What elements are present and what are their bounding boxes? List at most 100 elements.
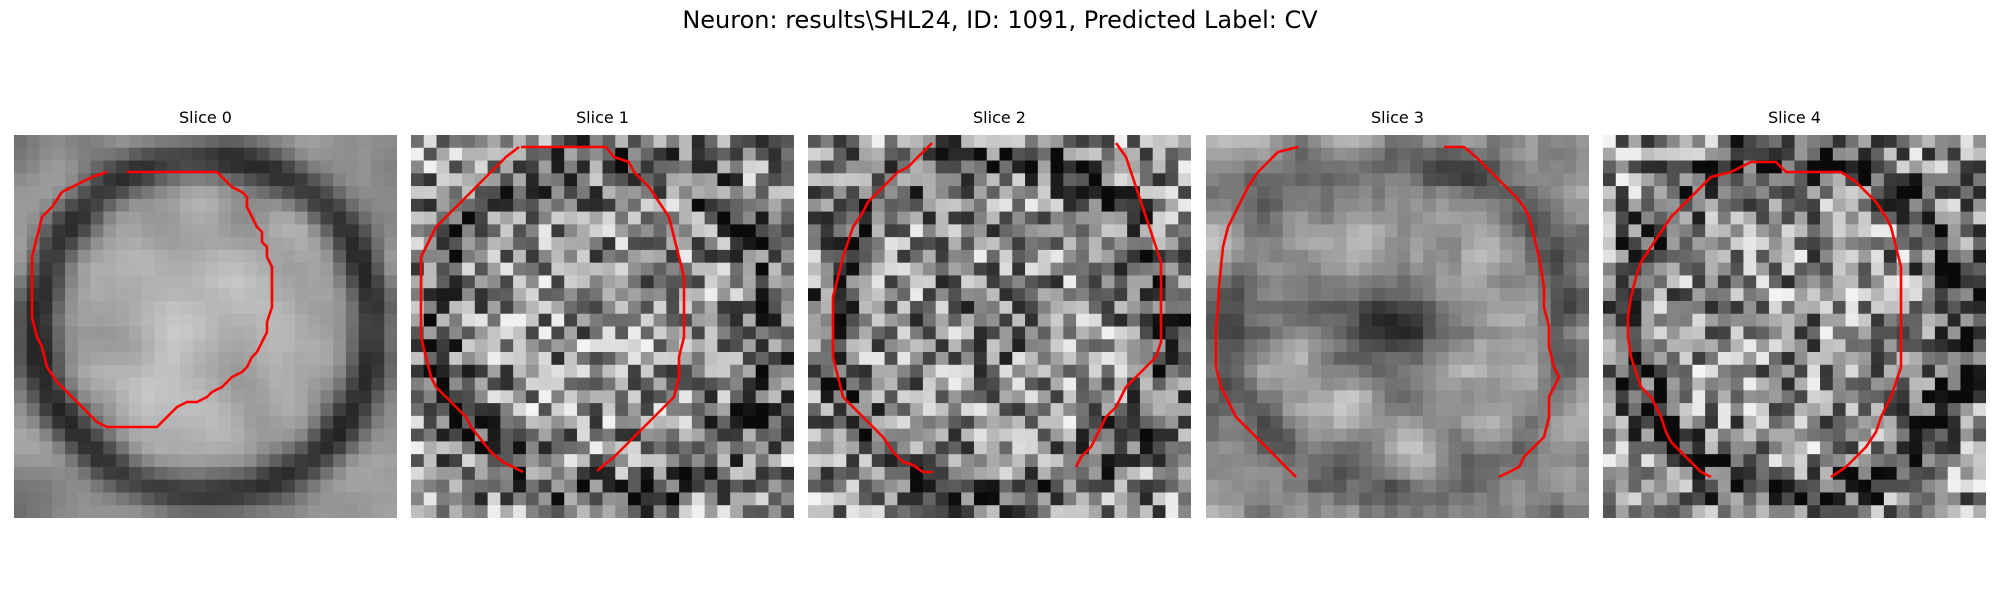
pixel [846,352,860,366]
pixel [345,403,360,417]
pixel [282,441,296,455]
pixel [564,237,578,251]
pixel [1525,275,1539,289]
pixel [1384,364,1399,379]
pixel [14,377,28,391]
pixel [576,479,591,494]
pixel [192,377,207,391]
slice-title: Slice 4 [1768,108,1821,127]
pixel [39,198,53,213]
pixel [538,403,553,417]
pixel [691,403,706,417]
pixel [449,403,463,417]
pixel [205,224,219,238]
pixel [154,505,168,518]
pixel [781,428,794,442]
pixel [1858,415,1872,430]
pixel [345,428,360,442]
pixel [986,390,1001,404]
pixel [1359,237,1373,251]
pixel [77,262,92,277]
pixel [1537,160,1552,174]
pixel [846,390,860,404]
pixel [1435,186,1450,200]
pixel [1320,326,1335,340]
pixel [1973,173,1986,187]
pixel [1037,300,1052,315]
pixel [1603,237,1617,251]
pixel [1448,160,1462,174]
pixel [1896,300,1910,315]
pixel [345,224,360,238]
pixel [910,186,924,200]
pixel [307,262,321,277]
pixel [282,135,296,149]
pixel [192,198,207,213]
pixel [1883,454,1898,468]
pixel [1512,415,1526,430]
pixel [589,454,604,468]
pixel [1218,505,1233,518]
pixel [755,288,770,302]
pixel [1705,224,1719,238]
pixel [922,147,937,162]
pixel [1922,147,1936,162]
pixel [768,211,782,225]
pixel [1525,403,1539,417]
pixel [525,492,540,506]
pixel [1461,237,1475,251]
pixel [1794,505,1808,518]
pixel [1448,224,1462,238]
pixel [1743,326,1757,340]
pixel [1934,288,1949,302]
pixel [833,300,847,315]
pixel [1922,326,1936,340]
pixel [1615,364,1630,379]
pixel [1934,339,1949,353]
pixel [1845,288,1859,302]
pixel [884,211,898,225]
pixel [948,390,962,404]
pixel [961,454,975,468]
pixel [525,211,540,225]
pixel [1486,479,1501,494]
pixel [1679,428,1693,442]
pixel [52,326,66,340]
pixel [961,186,975,200]
pixel [615,390,629,404]
pixel [1333,352,1348,366]
pixel [1499,135,1513,149]
pixel [871,326,886,340]
pixel [1295,415,1309,430]
pixel [859,352,873,366]
pixel [935,300,950,315]
pixel [1088,313,1103,328]
pixel [1756,262,1770,277]
pixel [986,441,1001,455]
pixel [1435,288,1450,302]
pixel [1820,275,1834,289]
pixel [449,300,463,315]
pixel [1257,300,1271,315]
pixel [1371,479,1386,494]
pixel [26,403,41,417]
pixel [423,288,438,302]
pixel [128,160,143,174]
pixel [1063,466,1077,481]
pixel [333,377,347,391]
pixel [808,249,822,264]
pixel [1037,441,1052,455]
pixel [1717,198,1732,213]
pixel [897,428,911,442]
pixel [128,505,143,518]
pixel [1871,135,1885,149]
pixel [1666,326,1681,340]
pixel [1320,275,1335,289]
pixel [564,390,578,404]
pixel [1114,403,1128,417]
pixel [1730,415,1745,430]
pixel [1423,352,1437,366]
pixel [26,466,41,481]
pixel [1101,377,1115,391]
pixel [1295,479,1309,494]
